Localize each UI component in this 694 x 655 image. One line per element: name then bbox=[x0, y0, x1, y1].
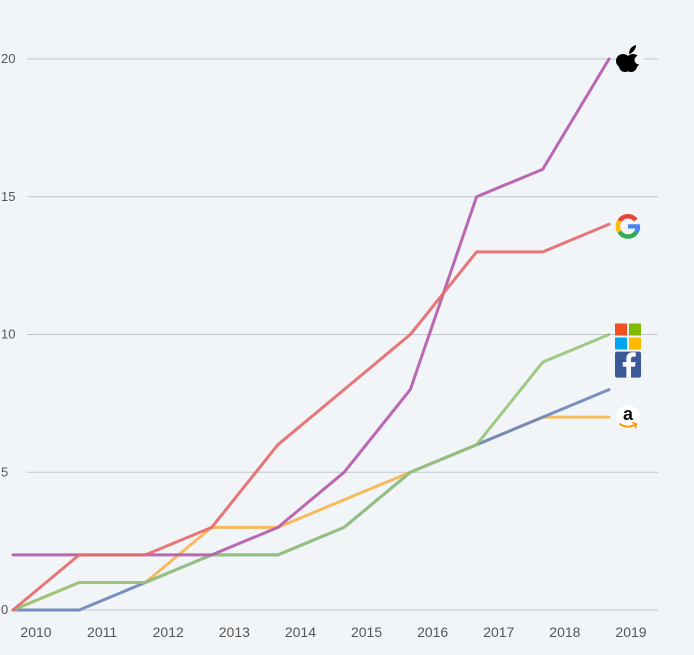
amazon-logo-icon: a bbox=[616, 404, 640, 430]
x-tick-label: 2011 bbox=[87, 624, 117, 640]
x-tick-label: 2014 bbox=[285, 624, 316, 640]
series-line-apple bbox=[11, 57, 611, 557]
series-line-google bbox=[11, 222, 611, 612]
google-logo-icon bbox=[615, 213, 641, 239]
y-tick-label: 0 bbox=[1, 602, 8, 617]
x-tick-label: 2018 bbox=[549, 624, 580, 640]
x-tick-label: 2012 bbox=[153, 624, 184, 640]
x-tick-label: 2013 bbox=[219, 624, 250, 640]
series-line-microsoft bbox=[11, 333, 611, 612]
svg-text:a: a bbox=[623, 404, 634, 424]
x-axis-ticks: 2010 2011 2012 2013 2014 2015 2016 2017 2018 2019 bbox=[20, 624, 646, 640]
x-tick-label: 2016 bbox=[417, 624, 448, 640]
y-tick-label: 5 bbox=[1, 464, 8, 479]
x-tick-label: 2015 bbox=[351, 624, 382, 640]
y-tick-label: 20 bbox=[1, 51, 15, 66]
y-tick-label: 10 bbox=[1, 327, 15, 342]
gridlines bbox=[27, 58, 658, 611]
microsoft-logo-icon bbox=[615, 323, 641, 350]
series-lines bbox=[11, 57, 611, 612]
apple-logo-icon bbox=[616, 45, 644, 72]
x-tick-label: 2017 bbox=[483, 624, 514, 640]
series-icons: a bbox=[615, 45, 644, 430]
x-tick-label: 2019 bbox=[615, 624, 646, 640]
x-tick-label: 2010 bbox=[20, 624, 51, 640]
y-tick-label: 15 bbox=[1, 189, 15, 204]
y-axis-ticks: 0 5 10 15 20 bbox=[1, 51, 15, 617]
facebook-logo-icon bbox=[615, 351, 641, 378]
